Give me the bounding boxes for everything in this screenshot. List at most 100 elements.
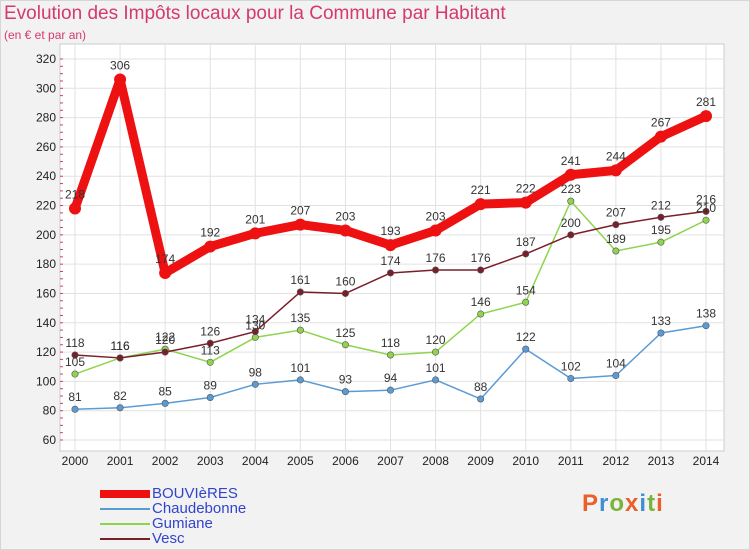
data-point (339, 224, 352, 237)
data-label: 212 (651, 198, 671, 212)
data-label: 176 (471, 251, 491, 265)
data-point (386, 351, 394, 359)
data-label: 101 (426, 361, 446, 375)
data-label: 189 (606, 232, 626, 246)
data-label: 207 (606, 206, 626, 220)
data-label: 81 (68, 390, 82, 404)
data-label: 221 (471, 183, 491, 197)
data-point (657, 238, 665, 246)
data-point (522, 250, 530, 258)
data-point (522, 298, 530, 306)
data-label: 201 (245, 212, 265, 226)
data-label: 154 (516, 283, 536, 297)
data-label: 102 (561, 359, 581, 373)
y-tick-label: 100 (36, 374, 56, 388)
data-point (251, 380, 259, 388)
data-label: 195 (651, 223, 671, 237)
data-label: 203 (335, 209, 355, 223)
x-tick-label: 2009 (467, 454, 494, 468)
data-point (474, 198, 487, 211)
data-point (384, 239, 397, 252)
legend-swatch (100, 490, 150, 498)
data-point (654, 130, 667, 143)
data-label: 116 (111, 339, 130, 353)
y-tick-label: 200 (36, 228, 56, 242)
data-label: 89 (204, 379, 218, 393)
data-point (386, 386, 394, 394)
legend-swatch (100, 508, 150, 510)
data-label: 88 (474, 380, 488, 394)
data-label: 120 (426, 333, 446, 347)
data-label: 113 (201, 343, 220, 357)
data-label: 174 (155, 252, 175, 266)
data-label: 223 (561, 182, 581, 196)
x-tick-label: 2006 (332, 454, 359, 468)
data-point (567, 197, 575, 205)
data-label: 118 (381, 336, 400, 350)
data-point (71, 351, 79, 359)
legend-label: Vesc (152, 530, 185, 547)
x-tick-label: 2008 (422, 454, 449, 468)
data-point (206, 339, 214, 347)
data-point (69, 202, 81, 215)
data-label: 122 (155, 330, 175, 344)
data-point (612, 247, 620, 255)
data-label: 210 (696, 201, 716, 215)
y-tick-label: 240 (36, 169, 56, 183)
data-label: 146 (471, 295, 491, 309)
x-tick-label: 2007 (377, 454, 404, 468)
chart-subtitle: (en € et par an) (4, 28, 87, 42)
data-point (294, 218, 307, 231)
data-label: 222 (516, 182, 536, 196)
x-tick-label: 2014 (693, 454, 720, 468)
data-label: 118 (65, 336, 84, 350)
data-point (432, 266, 440, 274)
x-tick-label: 2001 (107, 454, 134, 468)
data-point (432, 376, 440, 384)
data-point (432, 348, 440, 356)
chart-title: Evolution des Impôts locaux pour la Comm… (4, 3, 506, 24)
data-label: 134 (245, 313, 265, 327)
data-point (251, 333, 259, 341)
data-label: 125 (335, 326, 355, 340)
data-point (477, 310, 485, 318)
data-point (429, 224, 442, 237)
data-label: 101 (290, 361, 310, 375)
data-point (612, 221, 620, 229)
data-point (609, 164, 622, 177)
data-point (657, 213, 665, 221)
data-label: 135 (290, 311, 310, 325)
y-tick-label: 260 (36, 140, 56, 154)
data-point (114, 73, 127, 86)
y-tick-label: 160 (36, 286, 56, 300)
x-tick-label: 2003 (197, 454, 224, 468)
data-label: 120 (155, 333, 175, 347)
y-tick-label: 320 (36, 52, 56, 66)
data-label: 203 (426, 209, 446, 223)
data-point (161, 399, 169, 407)
data-label: 200 (561, 216, 581, 230)
data-point (477, 266, 485, 274)
data-point (249, 227, 262, 240)
proxiti-logo: Proxiti (582, 490, 664, 517)
data-label: 218 (65, 187, 85, 201)
legend-label: Gumiane (152, 515, 213, 532)
data-point (251, 328, 259, 336)
data-label: 306 (110, 59, 130, 73)
data-label: 160 (335, 274, 355, 288)
data-point (341, 341, 349, 349)
y-tick-label: 220 (36, 199, 56, 213)
data-point (612, 372, 620, 380)
data-label: 94 (384, 371, 398, 385)
data-label: 85 (158, 384, 172, 398)
y-tick-label: 80 (43, 404, 57, 418)
data-point (341, 388, 349, 396)
y-tick-label: 120 (36, 345, 56, 359)
data-label: 192 (200, 226, 220, 240)
data-point (657, 329, 665, 337)
data-point (116, 354, 124, 362)
y-tick-label: 60 (43, 433, 57, 447)
data-label: 281 (696, 95, 716, 109)
data-point (161, 348, 169, 356)
